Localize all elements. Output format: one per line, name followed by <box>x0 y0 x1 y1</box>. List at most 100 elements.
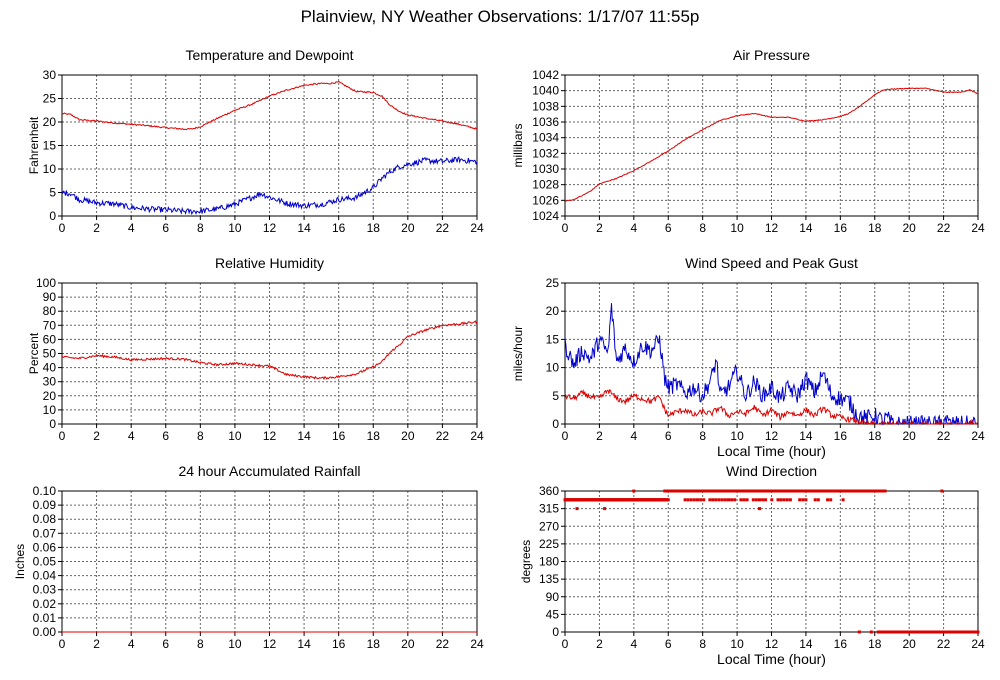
y-tick-label: 25 <box>43 92 57 106</box>
x-tick-label: 6 <box>665 221 672 235</box>
y-axis-label: Inches <box>13 544 27 579</box>
y-tick-label: 270 <box>539 519 559 533</box>
y-tick-label: 0.08 <box>33 512 57 526</box>
data-point <box>785 498 789 502</box>
x-tick-label: 22 <box>436 429 450 443</box>
x-tick-label: 22 <box>937 221 951 235</box>
data-point <box>976 630 980 634</box>
data-point <box>826 498 830 502</box>
data-point <box>632 489 636 493</box>
x-tick-label: 10 <box>730 637 744 651</box>
y-tick-label: 0 <box>49 417 56 431</box>
data-point <box>883 489 887 493</box>
y-tick-label: 1030 <box>532 162 559 176</box>
x-tick-label: 16 <box>332 429 346 443</box>
y-tick-label: 0.04 <box>33 569 57 583</box>
data-point <box>782 498 786 502</box>
y-tick-label: 0 <box>552 625 559 639</box>
y-tick-label: 70 <box>43 318 57 332</box>
y-tick-label: 315 <box>539 502 559 516</box>
y-tick-label: 90 <box>546 590 560 604</box>
data-point <box>603 507 607 511</box>
y-tick-label: 225 <box>539 537 559 551</box>
x-tick-label: 24 <box>470 637 484 651</box>
x-tick-label: 16 <box>834 221 848 235</box>
x-tick-label: 20 <box>401 429 415 443</box>
y-tick-label: 10 <box>546 361 560 375</box>
x-tick-label: 12 <box>263 637 277 651</box>
x-tick-label: 22 <box>937 429 951 443</box>
chart-title: Temperature and Dewpoint <box>185 47 353 63</box>
x-tick-label: 16 <box>834 637 848 651</box>
x-tick-label: 18 <box>868 637 882 651</box>
data-point <box>699 498 703 502</box>
x-tick-label: 20 <box>902 637 916 651</box>
data-point <box>801 498 805 502</box>
x-tick-label: 14 <box>799 637 813 651</box>
data-point <box>708 498 712 502</box>
x-tick-label: 14 <box>297 221 311 235</box>
data-point <box>730 498 734 502</box>
x-tick-label: 22 <box>436 637 450 651</box>
figure-title: Plainview, NY Weather Observations: 1/17… <box>300 7 700 26</box>
y-tick-label: 0.05 <box>33 555 57 569</box>
y-tick-label: 0.00 <box>33 625 57 639</box>
y-axis-label: millibars <box>511 123 525 167</box>
y-tick-label: 1024 <box>532 209 559 223</box>
x-tick-label: 12 <box>263 429 277 443</box>
x-tick-label: 6 <box>162 429 169 443</box>
x-tick-label: 18 <box>367 429 381 443</box>
data-point <box>804 498 808 502</box>
x-tick-label: 16 <box>332 221 346 235</box>
data-point <box>723 498 727 502</box>
chart-title: Wind Speed and Peak Gust <box>685 255 858 271</box>
x-tick-label: 2 <box>93 637 100 651</box>
x-tick-label: 2 <box>93 429 100 443</box>
y-tick-label: 100 <box>36 276 56 290</box>
data-point <box>761 498 765 502</box>
y-tick-label: 0.02 <box>33 597 57 611</box>
y-tick-label: 5 <box>49 186 56 200</box>
y-tick-label: 20 <box>546 304 560 318</box>
x-tick-label: 24 <box>971 429 985 443</box>
chart-title: 24 hour Accumulated Rainfall <box>178 463 360 479</box>
data-point <box>686 498 690 502</box>
y-tick-label: 1040 <box>532 84 559 98</box>
x-axis-label: Local Time (hour) <box>717 651 826 667</box>
x-tick-label: 0 <box>562 429 569 443</box>
y-tick-label: 80 <box>43 304 57 318</box>
y-tick-label: 0.06 <box>33 540 57 554</box>
chart-title: Relative Humidity <box>215 255 324 271</box>
y-tick-label: 1026 <box>532 193 559 207</box>
y-tick-label: 1034 <box>532 131 559 145</box>
x-tick-label: 4 <box>630 637 637 651</box>
y-axis-label: degrees <box>519 540 533 583</box>
y-tick-label: 10 <box>43 162 57 176</box>
x-tick-label: 8 <box>699 637 706 651</box>
y-tick-label: 0.09 <box>33 498 57 512</box>
x-tick-label: 20 <box>401 221 415 235</box>
x-tick-label: 12 <box>765 221 779 235</box>
x-tick-label: 6 <box>162 637 169 651</box>
y-tick-label: 20 <box>43 115 57 129</box>
y-tick-label: 10 <box>43 403 57 417</box>
data-point <box>758 507 761 511</box>
data-point <box>692 498 696 502</box>
x-tick-label: 20 <box>401 637 415 651</box>
x-tick-label: 0 <box>59 221 66 235</box>
x-tick-label: 18 <box>868 221 882 235</box>
data-point <box>575 507 579 511</box>
x-tick-label: 22 <box>937 637 951 651</box>
x-tick-label: 4 <box>630 221 637 235</box>
data-point <box>711 498 715 502</box>
x-tick-label: 12 <box>263 221 277 235</box>
data-point <box>666 498 670 502</box>
x-tick-label: 12 <box>765 429 779 443</box>
x-tick-label: 18 <box>367 221 381 235</box>
data-point <box>798 498 802 502</box>
y-axis-label: Percent <box>27 332 41 374</box>
y-tick-label: 0 <box>552 417 559 431</box>
